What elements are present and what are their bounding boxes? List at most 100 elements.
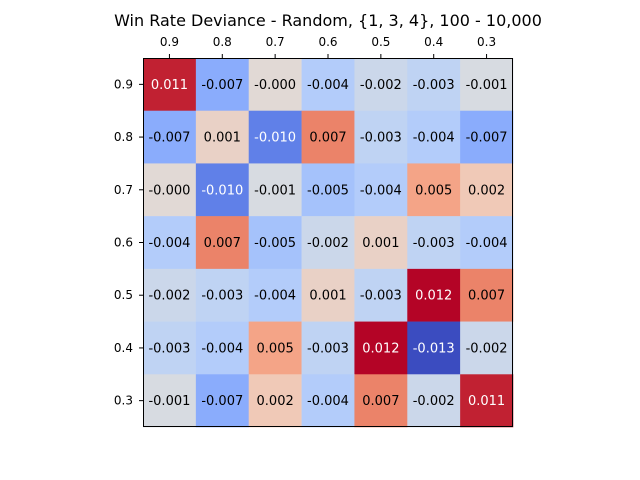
heatmap-cell-r2-c0 <box>143 163 197 217</box>
y-axis: 0.9 0.8 0.7 0.6 0.5 0.4 0.3 <box>114 77 143 408</box>
cell-label-r3-c4: 0.001 <box>362 236 399 251</box>
heatmap-cells <box>143 58 514 428</box>
y-tick-label: 0.8 <box>114 130 133 144</box>
x-tick-label: 0.4 <box>424 35 443 49</box>
cell-label-r4-c3: 0.001 <box>309 289 346 304</box>
cell-label-r1-c4: -0.003 <box>360 131 402 146</box>
heatmap-cell-r2-c6 <box>460 163 514 217</box>
heatmap-cell-r1-c3 <box>301 110 355 164</box>
heatmap-cell-r4-c2 <box>248 268 302 322</box>
heatmap-cell-r1-c2 <box>248 110 302 164</box>
heatmap-cell-r6-c6 <box>460 374 514 428</box>
x-axis: 0.9 0.8 0.7 0.6 0.5 0.4 0.3 <box>160 35 496 58</box>
heatmap-cell-r0-c0 <box>143 58 197 112</box>
cell-label-r6-c5: -0.002 <box>413 394 455 409</box>
cell-label-r6-c2: 0.002 <box>257 394 294 409</box>
y-tick-label: 0.3 <box>114 394 133 408</box>
cell-label-r1-c6: -0.007 <box>466 131 508 146</box>
cell-label-r3-c0: -0.004 <box>148 236 190 251</box>
heatmap-cell-r5-c1 <box>195 321 250 375</box>
cell-label-r6-c4: 0.007 <box>362 394 399 409</box>
cell-label-r1-c1: 0.001 <box>204 131 241 146</box>
cell-label-r5-c2: 0.005 <box>257 341 294 356</box>
heatmap-cell-r0-c2 <box>248 58 302 112</box>
cell-label-r5-c1: -0.004 <box>201 341 243 356</box>
cell-label-r2-c6: 0.002 <box>468 183 505 198</box>
cell-label-r6-c0: -0.001 <box>148 394 190 409</box>
heatmap-cell-r3-c6 <box>460 216 514 270</box>
heatmap-cell-r0-c3 <box>301 58 355 112</box>
cell-label-r1-c0: -0.007 <box>148 131 190 146</box>
heatmap-cell-r6-c0 <box>143 374 197 428</box>
cell-label-r6-c6: 0.011 <box>468 394 505 409</box>
heatmap-cell-r5-c2 <box>248 321 302 375</box>
cell-label-r6-c1: -0.007 <box>201 394 243 409</box>
heatmap-cell-r6-c2 <box>248 374 302 428</box>
heatmap-cell-r4-c0 <box>143 268 197 322</box>
heatmap-cell-r0-c4 <box>354 58 408 112</box>
cell-label-r3-c2: -0.005 <box>254 236 296 251</box>
cell-label-r0-c6: -0.001 <box>466 78 508 93</box>
cell-label-r2-c4: -0.004 <box>360 183 402 198</box>
heatmap-cell-r2-c1 <box>195 163 250 217</box>
cell-label-r5-c5: -0.013 <box>413 341 455 356</box>
heatmap-cell-r1-c4 <box>354 110 408 164</box>
heatmap-cell-r3-c4 <box>354 216 408 270</box>
heatmap-cell-r1-c1 <box>195 110 250 164</box>
x-tick-label: 0.9 <box>160 35 179 49</box>
x-tick-label: 0.6 <box>318 35 337 49</box>
heatmap-cell-r5-c0 <box>143 321 197 375</box>
cell-label-r3-c3: -0.002 <box>307 236 349 251</box>
x-tick-label: 0.7 <box>266 35 285 49</box>
heatmap-cell-r3-c3 <box>301 216 355 270</box>
cell-label-r4-c2: -0.004 <box>254 289 296 304</box>
y-tick-label: 0.6 <box>114 236 133 250</box>
heatmap-cell-r3-c1 <box>195 216 250 270</box>
cell-label-r5-c0: -0.003 <box>148 341 190 356</box>
cell-label-r2-c3: -0.005 <box>307 183 349 198</box>
cell-label-r0-c3: -0.004 <box>307 78 349 93</box>
x-tick-label: 0.5 <box>371 35 390 49</box>
cell-labels: 0.011 -0.007 -0.000 -0.004 -0.002 -0.003 -0.00… <box>148 78 507 409</box>
heatmap-cell-r2-c4 <box>354 163 408 217</box>
cell-label-r2-c0: -0.000 <box>148 183 190 198</box>
cell-label-r0-c0: 0.011 <box>151 78 188 93</box>
y-tick-label: 0.4 <box>114 341 133 355</box>
cell-label-r3-c1: 0.007 <box>204 236 241 251</box>
cell-label-r6-c3: -0.004 <box>307 394 349 409</box>
heatmap-cell-r1-c5 <box>407 110 461 164</box>
heatmap-cell-r5-c3 <box>301 321 355 375</box>
heatmap-cell-r4-c4 <box>354 268 408 322</box>
cell-label-r0-c1: -0.007 <box>201 78 243 93</box>
heatmap-cell-r6-c5 <box>407 374 461 428</box>
cell-label-r4-c5: 0.012 <box>415 289 452 304</box>
heatmap-cell-r0-c5 <box>407 58 461 112</box>
heatmap-cell-r4-c6 <box>460 268 514 322</box>
cell-label-r0-c5: -0.003 <box>413 78 455 93</box>
cell-label-r2-c1: -0.010 <box>201 183 243 198</box>
plot-frame <box>143 58 513 427</box>
y-tick-label: 0.9 <box>114 77 133 91</box>
heatmap-cell-r5-c6 <box>460 321 514 375</box>
x-tick-label: 0.3 <box>477 35 496 49</box>
cell-label-r1-c5: -0.004 <box>413 131 455 146</box>
cell-label-r3-c6: -0.004 <box>466 236 508 251</box>
heatmap-cell-r4-c5 <box>407 268 461 322</box>
heatmap-cell-r0-c1 <box>195 58 250 112</box>
cell-label-r4-c6: 0.007 <box>468 289 505 304</box>
heatmap-cell-r6-c1 <box>195 374 250 428</box>
heatmap-cell-r6-c4 <box>354 374 408 428</box>
cell-label-r4-c4: -0.003 <box>360 289 402 304</box>
heatmap-cell-r0-c6 <box>460 58 514 112</box>
heatmap-cell-r3-c0 <box>143 216 197 270</box>
heatmap-cell-r2-c2 <box>248 163 302 217</box>
cell-label-r4-c0: -0.002 <box>148 289 190 304</box>
cell-label-r2-c5: 0.005 <box>415 183 452 198</box>
heatmap-cell-r3-c5 <box>407 216 461 270</box>
heatmap-cell-r1-c0 <box>143 110 197 164</box>
cell-label-r3-c5: -0.003 <box>413 236 455 251</box>
heatmap-cell-r5-c5 <box>407 321 461 375</box>
cell-label-r2-c2: -0.001 <box>254 183 296 198</box>
heatmap-cell-r4-c3 <box>301 268 355 322</box>
